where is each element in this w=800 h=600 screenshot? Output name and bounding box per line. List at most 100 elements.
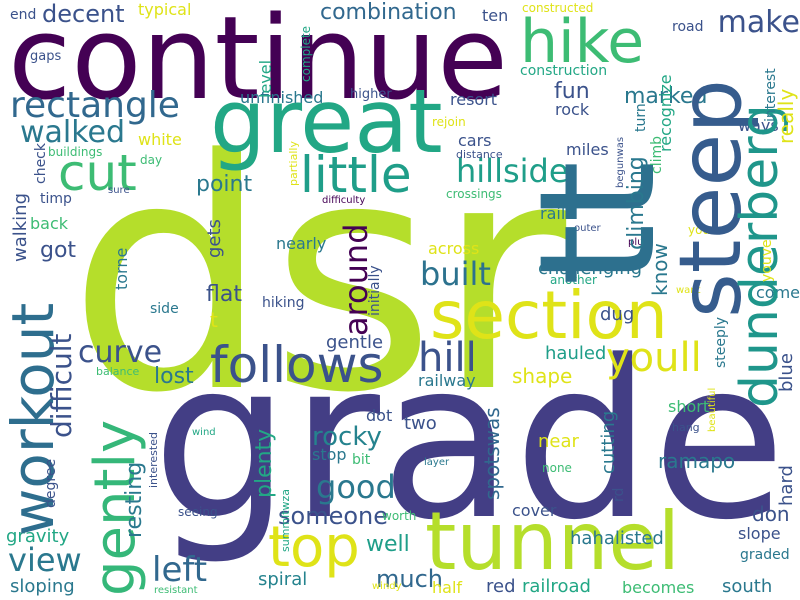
word: shape [512, 364, 573, 388]
word: railway [418, 371, 476, 390]
word: know [648, 243, 672, 296]
word: interest [763, 68, 779, 122]
word: stop [312, 445, 347, 464]
word: dsr [68, 92, 567, 462]
word: cutting [598, 410, 619, 474]
word: lost [154, 364, 194, 389]
word: dug [600, 304, 635, 325]
word: blue [776, 353, 797, 392]
word: none [542, 461, 572, 475]
word: youve [759, 239, 775, 282]
word: difficult [45, 333, 78, 438]
word: point [196, 172, 253, 197]
word: resting [122, 461, 147, 538]
word: much [376, 565, 443, 593]
word: typical [138, 0, 192, 19]
word: challenging [538, 258, 643, 279]
word: partially [287, 141, 300, 186]
word: near [538, 431, 579, 452]
word: little [300, 146, 412, 204]
word: red [486, 576, 516, 597]
word: railroad [522, 576, 591, 597]
word: across [428, 239, 480, 258]
word: degree [43, 458, 59, 508]
word: higher [350, 87, 392, 102]
word: sloping [10, 576, 75, 597]
word: interested [147, 432, 160, 488]
word: section [430, 277, 668, 354]
word: constructed [522, 1, 594, 15]
word: becomes [622, 578, 695, 597]
word: rectangle [10, 85, 180, 126]
word: hauled [545, 343, 607, 364]
word: rock [555, 100, 590, 119]
word: gentle [326, 332, 384, 353]
word: want [676, 285, 701, 296]
word: begunwas [615, 136, 626, 188]
word: crossings [446, 187, 502, 201]
word: sure [108, 185, 130, 196]
word: someone [278, 502, 388, 530]
word: windy [372, 581, 402, 592]
word: resistant [154, 585, 198, 596]
word: bit [352, 452, 371, 468]
word: well [366, 532, 410, 557]
word: good [316, 468, 396, 506]
word: back [30, 214, 69, 233]
word: combination [320, 0, 457, 25]
word: hike [520, 7, 645, 77]
word: top [268, 515, 360, 580]
word: resort [450, 90, 498, 109]
word: cover [512, 501, 557, 520]
word: hiking [262, 295, 305, 311]
word: come [755, 283, 800, 302]
word: gravity [6, 526, 70, 547]
word: outer [574, 223, 601, 234]
word: flat [206, 282, 242, 307]
word: spotswas [480, 407, 504, 500]
word: south [722, 576, 773, 597]
word: climb [649, 135, 665, 174]
word: make [717, 5, 800, 40]
word: cars [458, 131, 492, 150]
word: level [256, 59, 275, 98]
word: tunnel [425, 495, 680, 588]
word: complete [299, 25, 313, 82]
word: layer [424, 457, 450, 468]
word: turn [633, 103, 649, 132]
word: beautiful [707, 387, 718, 432]
word: day [140, 153, 163, 167]
word: ten [482, 6, 509, 25]
word: ways [738, 116, 779, 135]
word: distance [456, 148, 503, 161]
word: gets [204, 219, 225, 258]
word: rocky [312, 422, 382, 452]
word: great [210, 70, 443, 173]
word: short [668, 397, 710, 416]
word: construction [520, 63, 608, 79]
word: road [672, 19, 704, 35]
word: torne [112, 247, 131, 290]
word: view [8, 541, 82, 579]
word: got [40, 238, 77, 263]
word: dot [366, 406, 393, 425]
word: two [404, 413, 437, 434]
word: plenty [252, 428, 277, 498]
word: difficulty [322, 195, 366, 206]
word: continue [8, 0, 509, 126]
word: marked [624, 84, 708, 109]
word: decent [42, 0, 125, 28]
word: follows [210, 336, 384, 394]
word: summitwza [279, 488, 292, 552]
word: half [432, 578, 463, 597]
word: youre [688, 223, 723, 237]
word: fun [554, 79, 590, 104]
word: climbing [624, 156, 649, 250]
word: buildings [48, 145, 103, 159]
word: another [550, 273, 597, 287]
word: hang [672, 421, 700, 434]
word: walking [10, 192, 31, 262]
word: spiral [258, 569, 308, 590]
word: rail [540, 204, 566, 223]
word: end [10, 7, 37, 23]
